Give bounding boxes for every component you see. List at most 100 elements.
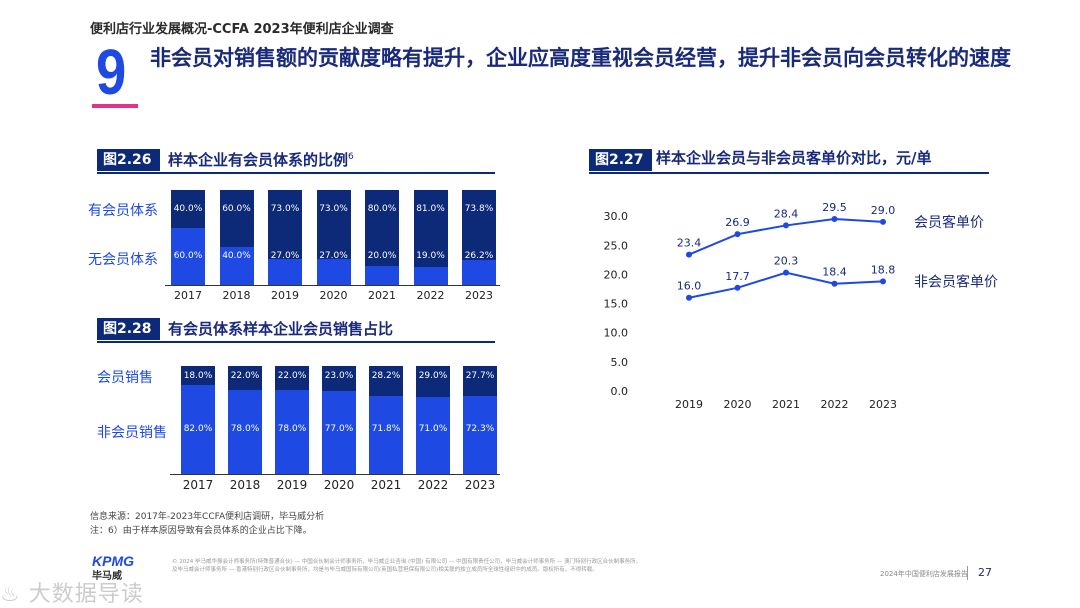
segment-无会员体系 <box>316 259 351 285</box>
bar-2020: 23.0% 77.0% <box>322 366 356 474</box>
section-number-underline <box>92 104 138 108</box>
fig-226-label-nonmember: 无会员体系 <box>88 252 158 268</box>
x-tick-label: 2022 <box>417 478 449 492</box>
data-point <box>734 231 741 238</box>
bar-2017: 40.0% 60.0% <box>171 190 205 285</box>
data-label: 19.0% <box>416 251 445 261</box>
data-point <box>783 269 789 276</box>
data-point <box>686 294 692 301</box>
segment-有会员体系 <box>462 190 496 261</box>
data-label: 18.4 <box>822 266 847 279</box>
fig-226-underline <box>97 172 495 174</box>
segment-会员销售 <box>369 366 403 397</box>
fig-228-tag: 图2.28 <box>97 318 160 340</box>
data-label: 80.0% <box>367 204 397 214</box>
data-label: 18.8 <box>871 263 896 276</box>
data-point <box>880 278 886 285</box>
x-tick-label: 2022 <box>821 398 849 411</box>
fig-228-baseline <box>170 474 500 475</box>
data-label: 73.0% <box>270 204 300 214</box>
y-tick-label: 0.0 <box>611 385 629 398</box>
segment-无会员体系 <box>268 259 302 285</box>
fig-227-underline <box>589 172 989 174</box>
x-tick-label: 2022 <box>416 289 445 302</box>
y-tick-label: 20.0 <box>604 268 629 281</box>
x-tick-label: 2023 <box>465 289 493 302</box>
data-label: 40.0% <box>222 251 251 261</box>
data-label: 17.7 <box>725 270 750 283</box>
fig-227-line-chart: 0.0 5.0 10.0 15.0 20.0 25.0 30.0 2019 2020 2021 20… <box>604 201 999 411</box>
data-label: 60.0% <box>222 204 251 214</box>
legal-line-2: 及毕马威会计师事务所 — 香港特别行政区合伙制事务所，均是与毕马威国际有限公司(… <box>172 567 598 573</box>
series-label: 会员客单价 <box>914 214 984 231</box>
section-number: 9 <box>96 36 127 108</box>
segment-无会员体系 <box>413 266 448 285</box>
segment-非会员销售 <box>416 397 450 474</box>
watermark-text: 大数据导读 <box>28 582 144 607</box>
data-label: 27.7% <box>465 371 495 381</box>
data-point <box>831 216 838 223</box>
fig-226-title: 样本企业有会员体系的比例6 <box>168 149 354 170</box>
bar-2022: 81.0% 19.0% <box>413 190 448 285</box>
bar-2023: 27.7% 72.3% <box>463 366 497 474</box>
segment-会员销售 <box>181 366 215 386</box>
data-label: 71.0% <box>418 424 448 434</box>
data-label: 72.3% <box>465 424 495 434</box>
segment-非会员销售 <box>181 385 215 474</box>
fig-228-title: 有会员体系样本企业会员销售占比 <box>168 320 394 338</box>
y-tick-label: 30.0 <box>604 210 629 223</box>
segment-会员销售 <box>416 366 450 398</box>
x-tick-label: 2021 <box>370 478 402 492</box>
segment-无会员体系 <box>171 228 205 285</box>
legal-text: © 2024 毕马威华振会计师事务所(特殊普通合伙) — 中国合伙制会计师事务所… <box>172 558 892 574</box>
report-name: 2024年中国便利店发展报告 <box>880 570 968 578</box>
y-tick-label: 5.0 <box>611 356 629 369</box>
data-label: 23.4 <box>677 237 702 250</box>
data-label: 29.0 <box>871 204 896 217</box>
footnote-6: 注：6）由于样本原因导致有会员体系的企业占比下降。 <box>90 526 312 536</box>
segment-会员销售 <box>322 366 356 391</box>
segment-会员销售 <box>228 366 262 390</box>
data-label: 78.0% <box>277 424 307 434</box>
segment-非会员销售 <box>369 396 403 474</box>
x-tick-label: 2020 <box>724 398 752 411</box>
fig-228-underline <box>97 341 495 343</box>
series-line-非会员客单价 <box>688 271 884 299</box>
segment-非会员销售 <box>228 389 262 474</box>
x-tick-label: 2020 <box>323 478 355 492</box>
y-tick-label: 10.0 <box>604 327 629 340</box>
fig-228-label-nonmember: 非会员销售 <box>97 425 167 441</box>
bar-2021: 80.0% 20.0% <box>365 190 399 285</box>
segment-会员销售 <box>463 366 497 396</box>
data-label: 40.0% <box>173 204 203 214</box>
data-label: 20.0% <box>367 251 397 261</box>
data-label: 28.2% <box>371 371 401 381</box>
data-label: 26.9 <box>725 216 750 229</box>
x-tick-label: 2018 <box>229 478 261 492</box>
watermark: ♨ 大数据导读 <box>0 576 144 608</box>
x-tick-label: 2017 <box>174 289 202 302</box>
segment-有会员体系 <box>171 190 205 228</box>
bar-2020: 73.0% 27.0% <box>316 190 351 285</box>
kpmg-logo: KPMG 毕马威 <box>92 553 134 582</box>
bar-2023: 73.8% 26.2% <box>462 190 496 285</box>
fig-226-label-member: 有会员体系 <box>88 203 158 219</box>
fig-228-label-member: 会员销售 <box>97 370 153 386</box>
fig-227-tag: 图2.27 <box>589 149 652 171</box>
data-label: 60.0% <box>173 251 203 261</box>
fig-226-note-ref: 6 <box>348 152 354 162</box>
source-note: 信息来源：2017年-2023年CCFA便利店调研，毕马威分析 <box>90 512 325 522</box>
bar-2021: 28.2% 71.8% <box>369 366 403 474</box>
data-label: 82.0% <box>183 424 213 434</box>
bar-2018: 22.0% 78.0% <box>228 366 262 474</box>
bar-2017: 18.0% 82.0% <box>181 366 215 474</box>
segment-非会员销售 <box>463 395 497 474</box>
segment-有会员体系 <box>219 190 254 247</box>
data-point <box>880 218 886 225</box>
data-label: 77.0% <box>324 424 354 434</box>
segment-有会员体系 <box>316 190 351 260</box>
data-point <box>831 280 838 287</box>
x-tick-label: 2019 <box>271 289 299 302</box>
data-label: 18.0% <box>183 371 213 381</box>
breadcrumb: 便利店行业发展概况-CCFA 2023年便利店企业调查 <box>90 22 394 37</box>
